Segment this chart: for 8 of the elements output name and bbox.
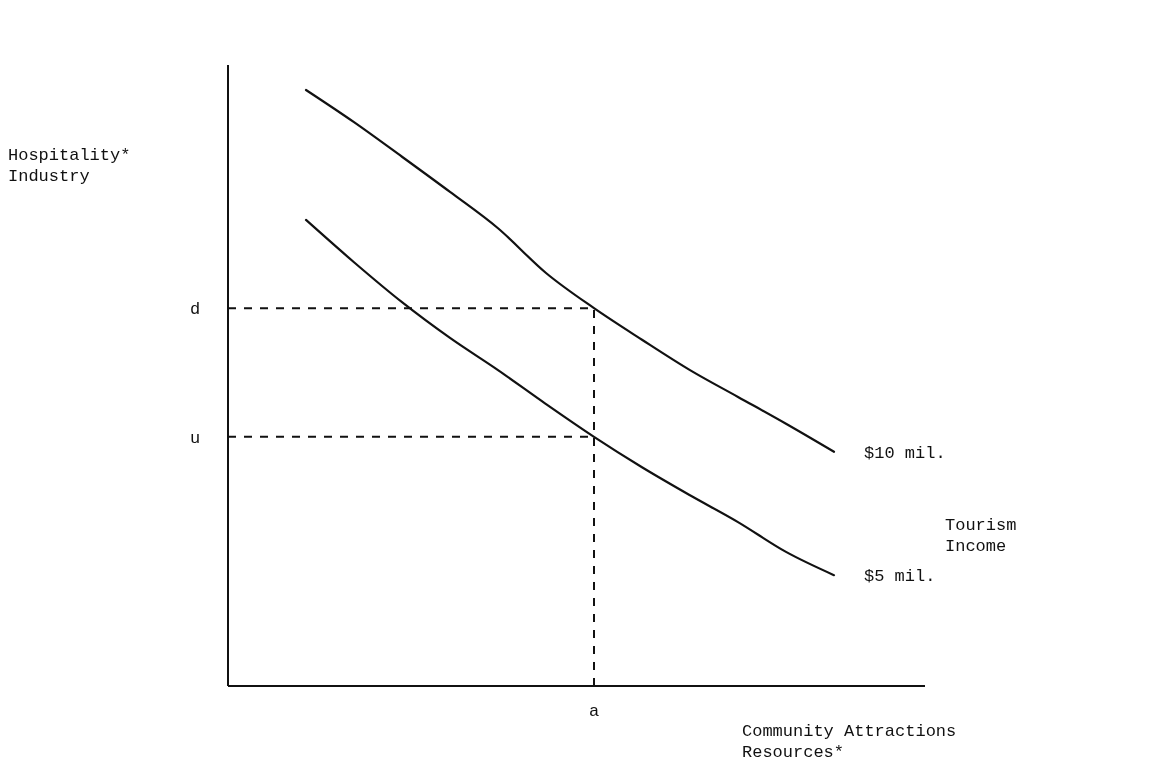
series-label: $10 mil. xyxy=(864,443,946,463)
text: Hospitality* Industry xyxy=(8,146,131,186)
ref-line-label: d xyxy=(189,300,201,320)
legend-title: Tourism Income xyxy=(945,516,1017,556)
x-axis-title: Community Attractions Resources* xyxy=(742,722,957,762)
ref-line-label: u xyxy=(189,428,201,448)
text: a xyxy=(588,702,600,721)
series-label: $5 mil. xyxy=(864,567,936,587)
